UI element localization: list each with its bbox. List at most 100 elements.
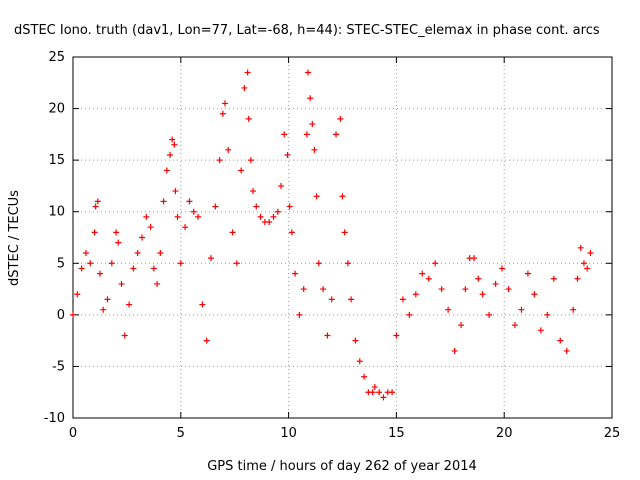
data-point	[143, 213, 150, 220]
data-point	[531, 291, 538, 298]
data-point	[550, 275, 557, 282]
data-point	[339, 193, 346, 200]
y-tick-label: -10	[44, 411, 65, 426]
data-point	[380, 394, 387, 401]
data-point	[286, 203, 293, 210]
data-point	[70, 311, 76, 318]
data-point	[281, 131, 288, 138]
data-point	[311, 146, 318, 153]
data-point	[245, 115, 252, 122]
data-point	[157, 249, 164, 256]
data-point	[216, 157, 223, 164]
data-point	[300, 286, 307, 293]
data-point	[100, 306, 107, 313]
data-point	[505, 286, 512, 293]
data-point	[177, 260, 184, 267]
x-tick-label: 0	[69, 426, 77, 441]
y-tick-label: 15	[48, 153, 65, 168]
data-point	[425, 275, 432, 282]
data-point	[219, 110, 226, 117]
data-point	[419, 270, 426, 277]
data-point	[574, 275, 581, 282]
y-tick-label: 5	[57, 256, 65, 271]
y-axis: -10 -5 0 5 10 15 20 25	[44, 50, 612, 426]
x-axis: 0 5 10 15 20 25	[69, 57, 620, 441]
x-tick-label: 25	[604, 426, 621, 441]
y-tick-label: -5	[52, 359, 65, 374]
data-point	[82, 249, 89, 256]
data-point	[570, 306, 577, 313]
data-point	[138, 234, 145, 241]
y-axis-label: dSTEC / TECUs	[7, 190, 22, 286]
data-point	[163, 167, 170, 174]
data-point	[462, 286, 469, 293]
data-point	[475, 275, 482, 282]
data-point	[563, 347, 570, 354]
data-point	[278, 182, 285, 189]
data-point	[207, 255, 214, 262]
data-point	[511, 322, 518, 329]
data-point	[171, 141, 178, 148]
data-point	[160, 198, 167, 205]
data-point	[499, 265, 506, 272]
data-point	[518, 306, 525, 313]
data-point	[537, 327, 544, 334]
data-point	[544, 311, 551, 318]
data-point	[292, 270, 299, 277]
data-point	[244, 69, 251, 76]
data-point	[580, 260, 587, 267]
data-point	[389, 389, 396, 396]
data-point	[212, 203, 219, 210]
data-point	[445, 306, 452, 313]
chart-title: dSTEC Iono. truth (dav1, Lon=77, Lat=-68…	[14, 23, 600, 38]
data-point	[203, 337, 210, 344]
data-point	[225, 146, 232, 153]
data-point	[438, 286, 445, 293]
data-point	[524, 270, 531, 277]
data-point	[479, 291, 486, 298]
data-point	[130, 265, 137, 272]
data-point	[348, 296, 355, 303]
data-point	[195, 213, 202, 220]
data-point	[253, 203, 260, 210]
data-point	[371, 384, 378, 391]
data-point	[328, 296, 335, 303]
data-point	[344, 260, 351, 267]
data-point	[324, 332, 331, 339]
data-point	[92, 203, 99, 210]
data-point	[241, 84, 248, 91]
data-point	[341, 229, 348, 236]
data-point	[190, 208, 197, 215]
data-point	[315, 260, 322, 267]
data-point	[471, 255, 478, 262]
data-point	[577, 244, 584, 251]
data-point	[169, 136, 176, 143]
data-point	[174, 213, 181, 220]
x-tick-label: 10	[280, 426, 297, 441]
data-point	[134, 249, 141, 256]
data-point	[369, 389, 376, 396]
data-point	[320, 286, 327, 293]
data-point	[250, 188, 257, 195]
data-point	[587, 249, 594, 256]
data-point	[150, 265, 157, 272]
data-point	[274, 208, 281, 215]
data-point	[172, 188, 179, 195]
data-point	[313, 193, 320, 200]
data-point	[296, 311, 303, 318]
data-point	[113, 229, 120, 236]
data-point	[121, 332, 128, 339]
plot-frame	[72, 56, 613, 419]
data-point	[584, 265, 591, 272]
data-point	[458, 322, 465, 329]
data-point	[337, 115, 344, 122]
data-point	[333, 131, 340, 138]
data-point	[154, 280, 161, 287]
data-point	[74, 291, 81, 298]
data-points	[70, 69, 594, 401]
data-point	[118, 280, 125, 287]
data-point	[393, 332, 400, 339]
data-point	[257, 213, 264, 220]
x-tick-label: 15	[388, 426, 405, 441]
data-point	[229, 229, 236, 236]
